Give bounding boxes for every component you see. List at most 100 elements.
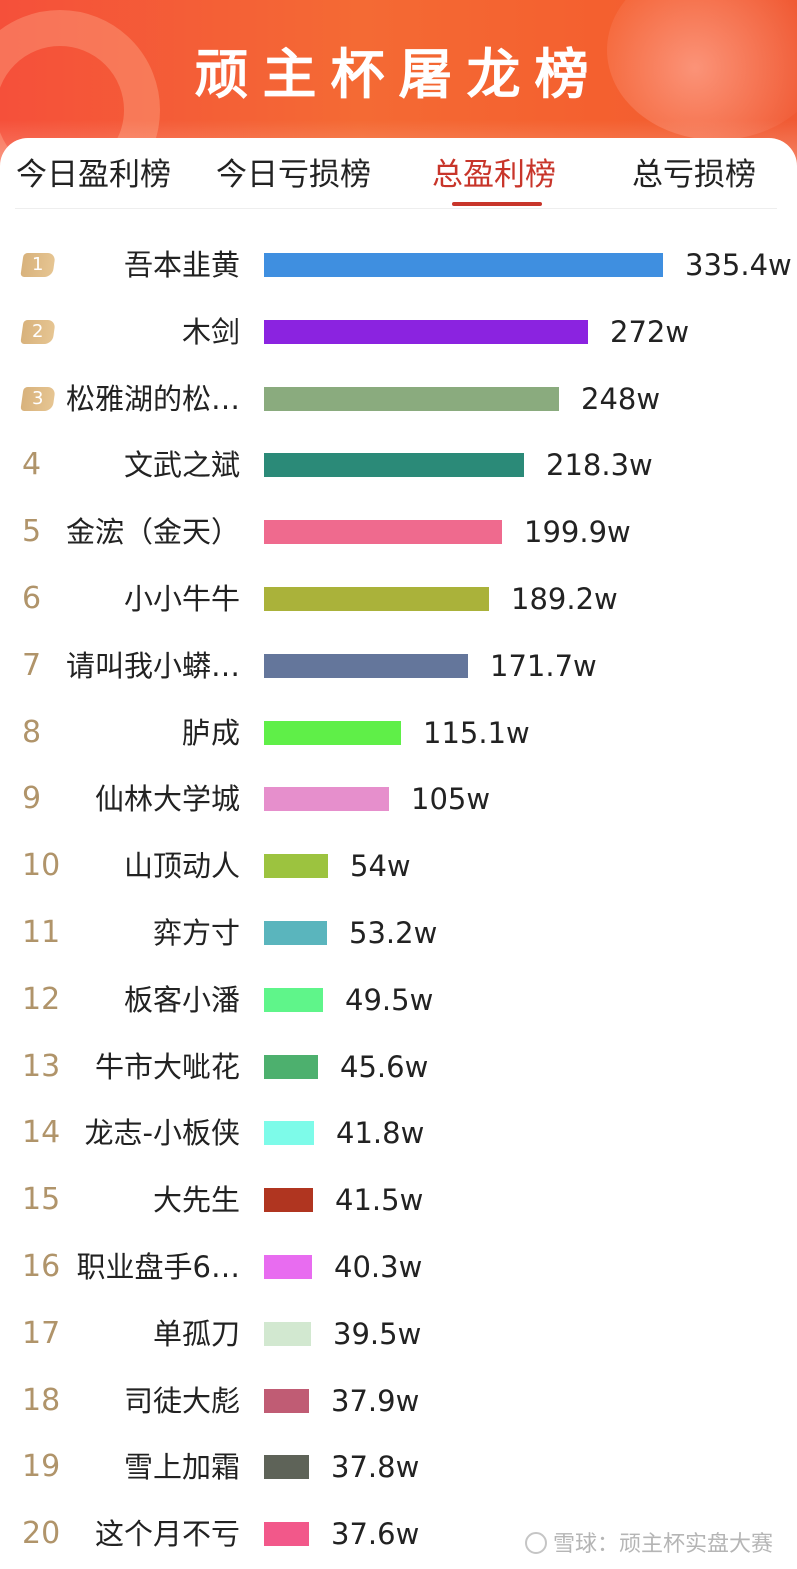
profit-value-label: 105w [411,782,491,817]
profit-value-label: 199.9w [524,515,631,550]
tab-bar: 今日盈利榜 今日亏损榜 总盈利榜 总亏损榜 [0,150,797,208]
ranking-row[interactable]: 14 龙志-小板侠 41.8w [0,1108,797,1158]
profit-value-label: 115.1w [423,715,530,750]
rank-number: 2 [32,320,44,342]
profit-bar [264,1188,313,1213]
player-name: 龙志-小板侠 [84,1116,240,1151]
ranking-row[interactable]: 18 司徒大彪 37.9w [0,1376,797,1426]
player-name: 大先生 [152,1183,240,1218]
player-name: 文武之斌 [123,448,240,483]
player-name: 仙林大学城 [94,782,240,817]
tab-today-loss[interactable]: 今日亏损榜 [216,157,371,193]
rank-number: 14 [22,1115,61,1151]
player-name: 这个月不亏 [94,1517,240,1552]
rank-number: 3 [32,387,44,409]
ranking-row[interactable]: 7 请叫我小蟒… 171.7w [0,641,797,691]
profit-value-label: 39.5w [333,1316,422,1351]
rank-number: 20 [22,1516,61,1552]
rank-number: 12 [22,981,61,1017]
ranking-row[interactable]: 12 板客小潘 49.5w [0,975,797,1025]
ranking-row[interactable]: 6 小小牛牛 189.2w [0,574,797,624]
ranking-row[interactable]: 2 木剑 272w [0,307,797,357]
rank-number: 8 [22,714,42,750]
player-name: 小小牛牛 [123,582,240,616]
player-name: 山顶动人 [123,849,240,884]
player-name: 牛市大呲花 [94,1049,240,1084]
profit-bar [264,1054,318,1079]
ranking-row[interactable]: 20 这个月不亏 37.6w [0,1509,797,1559]
active-tab-indicator [452,202,542,206]
profit-value-label: 37.8w [331,1450,420,1485]
rank-number: 11 [22,915,61,950]
tab-divider [15,208,777,209]
profit-value-label: 37.9w [331,1383,420,1418]
profit-bar [264,987,323,1012]
rank-number: 19 [22,1449,61,1485]
page-title: 顽主杯屠龙榜 [194,43,603,106]
rank-number: 18 [22,1382,61,1418]
rank-badge: 3 [20,386,56,411]
player-name: 单孤刀 [152,1316,240,1351]
profit-value-label: 171.7w [490,648,597,683]
profit-value-label: 189.2w [511,582,618,616]
ranking-row[interactable]: 15 大先生 41.5w [0,1175,797,1225]
profit-bar [264,253,663,277]
ranking-row[interactable]: 5 金浤（金天） 199.9w [0,507,797,557]
rank-badge: 1 [20,253,56,277]
ranking-row[interactable]: 4 文武之斌 218.3w [0,440,797,490]
player-name: 弈方寸 [152,916,240,950]
profit-bar [264,720,401,745]
ranking-row[interactable]: 13 牛市大呲花 45.6w [0,1042,797,1092]
tab-total-profit[interactable]: 总盈利榜 [432,157,556,193]
profit-bar [264,1121,314,1146]
profit-value-label: 45.6w [340,1049,429,1084]
rank-number: 15 [22,1182,61,1218]
profit-value-label: 335.4w [685,248,792,282]
xueqiu-logo-icon [525,1532,547,1554]
ranking-row[interactable]: 1 吾本韭黄 335.4w [0,240,797,290]
watermark: 雪球：顽主杯实盘大赛 [525,1528,773,1562]
profit-bar [264,520,502,545]
profit-bar [264,319,588,344]
profit-value-label: 37.6w [331,1517,420,1552]
rank-number: 16 [22,1249,61,1284]
profit-bar [264,1388,309,1413]
rank-number: 6 [22,581,42,616]
profit-bar [264,386,559,411]
rank-number: 13 [22,1048,61,1084]
ranking-row[interactable]: 16 职业盘手6… 40.3w [0,1242,797,1292]
player-name: 职业盘手6… [76,1250,240,1284]
ranking-row[interactable]: 9 仙林大学城 105w [0,774,797,824]
rank-number: 9 [22,781,42,817]
ranking-row[interactable]: 3 松雅湖的松… 248w [0,374,797,424]
profit-bar [264,653,468,678]
ranking-row[interactable]: 17 单孤刀 39.5w [0,1309,797,1359]
rank-number: 17 [22,1315,61,1351]
profit-bar [264,1455,309,1480]
profit-bar [264,921,327,945]
tab-today-profit[interactable]: 今日盈利榜 [16,157,171,193]
profit-value-label: 53.2w [349,916,438,950]
player-name: 雪上加霜 [123,1450,240,1485]
player-name: 吾本韭黄 [123,248,240,282]
rank-number: 7 [22,647,42,683]
tab-total-loss[interactable]: 总亏损榜 [632,157,756,193]
player-name: 司徒大彪 [123,1383,240,1418]
profit-bar [264,1522,309,1547]
ranking-row[interactable]: 19 雪上加霜 37.8w [0,1442,797,1492]
player-name: 胪成 [181,715,240,750]
player-name: 木剑 [181,314,240,349]
rank-number: 4 [22,447,42,483]
rank-number: 5 [22,514,42,550]
profit-bar [264,453,524,478]
watermark-text: 雪球：顽主杯实盘大赛 [553,1532,774,1557]
ranking-row[interactable]: 8 胪成 115.1w [0,708,797,758]
profit-bar [264,1255,312,1279]
player-name: 金浤（金天） [65,515,240,550]
ranking-row[interactable]: 11 弈方寸 53.2w [0,908,797,958]
profit-value-label: 49.5w [345,982,434,1017]
profit-value-label: 54w [350,849,411,884]
profit-bar [264,787,389,812]
ranking-row[interactable]: 10 山顶动人 54w [0,841,797,891]
profit-value-label: 41.5w [335,1183,424,1218]
